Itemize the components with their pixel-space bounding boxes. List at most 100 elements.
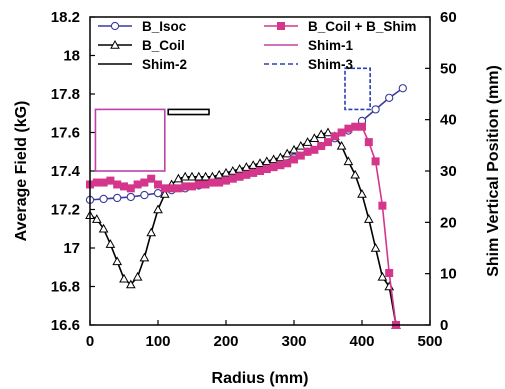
data-point [283, 159, 292, 168]
x-tick-label: 300 [281, 333, 306, 350]
data-point [180, 171, 191, 181]
data-point [133, 180, 142, 189]
data-point [364, 138, 373, 147]
data-point [221, 167, 231, 177]
data-point [385, 93, 394, 102]
data-point [303, 147, 312, 156]
data-point [350, 169, 361, 179]
data-point [112, 256, 123, 266]
y-tick-label: 17.2 [51, 202, 80, 219]
y-tick-label: 17 [63, 240, 80, 257]
data-point [139, 252, 150, 262]
shim-rect-shim-3 [344, 67, 371, 111]
series-line [89, 131, 397, 326]
data-point [276, 161, 285, 170]
data-point [378, 201, 387, 210]
y-tick-label: 18 [63, 48, 80, 65]
data-point [357, 189, 367, 198]
y2-tick-label: 30 [440, 163, 457, 180]
data-point [296, 151, 305, 160]
shim-rect-shim-1 [94, 108, 166, 172]
y-tick-label: 16.8 [51, 279, 80, 296]
data-point [235, 172, 244, 181]
data-point [363, 214, 374, 223]
legend-label: B_Coil + B_Shim [308, 19, 416, 34]
data-point [370, 242, 381, 252]
data-point [113, 193, 122, 203]
data-point [269, 163, 278, 172]
x-axis-label: Radius (mm) [212, 370, 309, 387]
legend-entry: B_Coil [98, 38, 185, 53]
y2-tick-label: 20 [440, 214, 457, 231]
y2-tick-label: 0 [440, 317, 448, 334]
data-point [255, 166, 264, 175]
data-point [99, 194, 108, 204]
data-point [242, 170, 251, 179]
y2-tick-label: 10 [440, 266, 457, 283]
data-point [248, 160, 259, 169]
data-point [200, 171, 211, 181]
data-point [126, 184, 135, 193]
data-point [310, 145, 319, 154]
data-point [153, 204, 163, 214]
data-point [146, 227, 157, 237]
y-tick-label: 17.8 [51, 86, 80, 103]
data-point [214, 169, 225, 179]
series-line [89, 125, 397, 326]
data-point [289, 144, 299, 154]
legend-label: Shim-3 [308, 57, 354, 72]
legend: B_Isoc B_Coil + B_Shim B_Coil Shim-1 Shim-2 S… [98, 19, 416, 72]
data-series [85, 84, 407, 329]
x-tick-label: 200 [213, 333, 238, 350]
data-point [159, 189, 170, 198]
data-point [302, 137, 313, 146]
y2-tick-label: 50 [440, 60, 457, 77]
data-point [371, 105, 380, 114]
tick-labels: 0 100 200 300 400 50016.616.81717.217.417.617… [51, 9, 457, 350]
data-point [344, 124, 353, 133]
series-b-coil [85, 127, 401, 329]
data-point [343, 156, 354, 166]
data-point [295, 140, 306, 150]
y2-tick-label: 60 [440, 9, 457, 26]
data-point [323, 127, 333, 137]
data-point [193, 171, 204, 181]
data-point [249, 168, 258, 177]
data-point [125, 279, 136, 289]
data-point [289, 155, 298, 164]
legend-entry: Shim-3 [264, 57, 354, 72]
data-point [276, 21, 285, 30]
data-point [268, 154, 279, 164]
data-point [187, 171, 197, 181]
data-point [215, 178, 224, 187]
plot-frame [89, 16, 431, 326]
data-point [323, 138, 332, 147]
data-point [357, 122, 366, 131]
data-point [110, 21, 120, 31]
data-point [173, 173, 184, 183]
y-tick-label: 16.6 [51, 317, 80, 334]
data-point [110, 39, 120, 49]
data-point [99, 178, 108, 187]
x-tick-label: 500 [417, 333, 442, 350]
data-point [187, 182, 196, 191]
series-b-coil-b-shim [86, 122, 400, 329]
data-point [385, 269, 394, 278]
data-point [227, 165, 238, 175]
data-point [140, 190, 149, 200]
data-point [316, 129, 327, 139]
legend-label: B_Coil [142, 38, 185, 53]
data-point [120, 182, 129, 191]
x-tick-label: 0 [86, 333, 94, 350]
y2-tick-label: 40 [440, 112, 457, 129]
data-point [91, 214, 102, 223]
data-point [351, 122, 360, 131]
data-point [153, 180, 162, 189]
data-point [282, 148, 293, 158]
data-point [105, 239, 116, 248]
data-point [208, 178, 217, 187]
data-point [174, 184, 183, 193]
data-point [337, 128, 346, 137]
legend-label: Shim-1 [308, 38, 354, 53]
data-point [262, 165, 271, 174]
